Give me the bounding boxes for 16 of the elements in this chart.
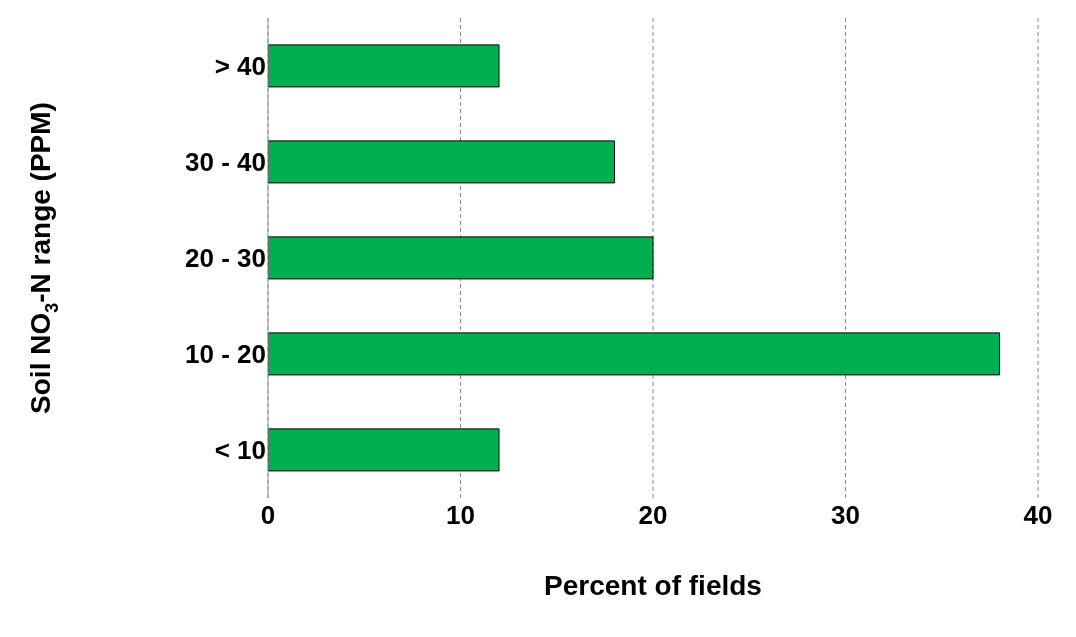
bar bbox=[268, 428, 500, 472]
x-tick-label: 40 bbox=[1023, 500, 1053, 531]
bar bbox=[268, 44, 500, 88]
y-tick-label: > 40 bbox=[214, 51, 266, 82]
x-tick-label: 10 bbox=[446, 500, 475, 531]
y-tick-label: 10 - 20 bbox=[185, 339, 266, 370]
y-tick-label: < 10 bbox=[214, 435, 266, 466]
bar bbox=[268, 332, 1000, 376]
bar bbox=[268, 140, 615, 184]
y-tick-label: 20 - 30 bbox=[185, 243, 266, 274]
x-tick-label: 20 bbox=[638, 500, 668, 531]
x-tick-label: 0 bbox=[260, 500, 276, 531]
x-axis-title: Percent of fields bbox=[544, 570, 762, 602]
bar bbox=[268, 236, 654, 280]
x-tick-label: 30 bbox=[831, 500, 860, 531]
y-tick-label: 30 - 40 bbox=[185, 147, 266, 178]
